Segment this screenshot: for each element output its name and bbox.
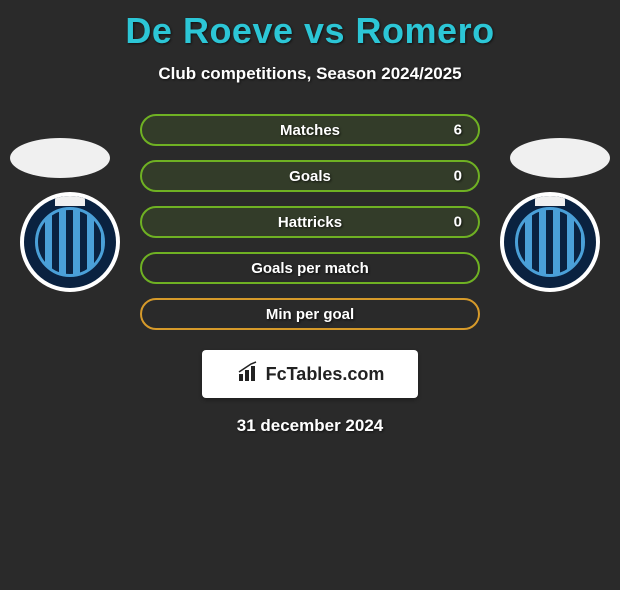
stat-row-mpg: Min per goal — [140, 298, 480, 330]
stat-row-gpm: Goals per match — [140, 252, 480, 284]
stat-row-matches: Matches 6 — [140, 114, 480, 146]
page-title: De Roeve vs Romero — [0, 10, 620, 52]
stat-value: 6 — [454, 122, 462, 139]
stat-label: Goals per match — [251, 260, 369, 277]
crown-icon — [55, 194, 85, 206]
stat-rows: Matches 6 Goals 0 Hattricks 0 Goals per … — [140, 114, 480, 330]
stat-label: Matches — [280, 122, 340, 139]
club-stripes-icon — [515, 207, 585, 277]
stat-row-goals: Goals 0 — [140, 160, 480, 192]
club-badge-left — [20, 192, 120, 292]
stat-value: 0 — [454, 214, 462, 231]
chart-icon — [236, 360, 260, 389]
club-stripes-icon — [35, 207, 105, 277]
site-logo[interactable]: FcTables.com — [202, 350, 418, 398]
comparison-content: Matches 6 Goals 0 Hattricks 0 Goals per … — [0, 114, 620, 436]
logo-text: FcTables.com — [266, 364, 385, 385]
stat-row-hattricks: Hattricks 0 — [140, 206, 480, 238]
stat-value: 0 — [454, 168, 462, 185]
date-text: 31 december 2024 — [10, 416, 610, 436]
player-avatar-right — [510, 138, 610, 178]
stat-label: Hattricks — [278, 214, 342, 231]
stat-label: Min per goal — [266, 306, 354, 323]
player-avatar-left — [10, 138, 110, 178]
stat-label: Goals — [289, 168, 331, 185]
crown-icon — [535, 194, 565, 206]
club-badge-right — [500, 192, 600, 292]
subtitle: Club competitions, Season 2024/2025 — [0, 64, 620, 84]
